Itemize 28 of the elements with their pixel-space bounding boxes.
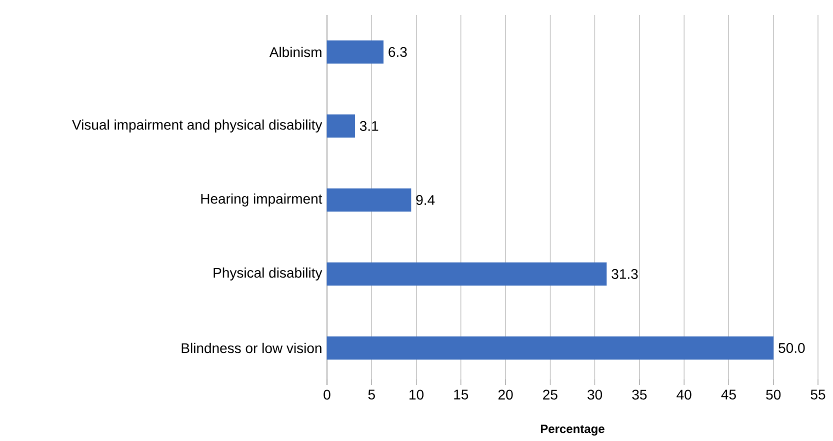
x-tick-label: 15 [454, 390, 468, 400]
x-axis-title: Percentage [540, 424, 604, 436]
x-tick-label: 35 [632, 390, 647, 400]
data-label: 9.4 [416, 195, 435, 205]
bar [326, 262, 607, 286]
x-tick-label: 0 [324, 390, 330, 400]
x-tick-label: 50 [766, 390, 781, 400]
bar [326, 336, 774, 360]
data-label: 3.1 [360, 121, 378, 131]
bar [326, 40, 384, 64]
y-tick-label: Physical disability [214, 267, 322, 281]
x-tick-label: 45 [721, 390, 736, 400]
data-label: 6.3 [388, 47, 407, 57]
y-tick-label: Albinism [269, 46, 322, 58]
y-tick-label: Visual impairment and physical disability [72, 119, 322, 133]
x-tick-label: 25 [543, 390, 558, 400]
x-tick-label: 40 [676, 390, 692, 400]
x-tick-label: 5 [368, 390, 375, 400]
data-label: 50.0 [778, 343, 805, 353]
data-label: 31.3 [612, 269, 638, 279]
bar [326, 114, 355, 138]
y-tick-label: Hearing impairment [201, 193, 322, 207]
x-tick-label: 55 [810, 390, 826, 400]
x-tick-label: 20 [498, 390, 513, 400]
bar [326, 188, 412, 212]
y-tick-label: Blindness or low vision [182, 342, 322, 354]
x-tick-label: 10 [410, 390, 424, 400]
x-tick-label: 30 [588, 390, 602, 400]
